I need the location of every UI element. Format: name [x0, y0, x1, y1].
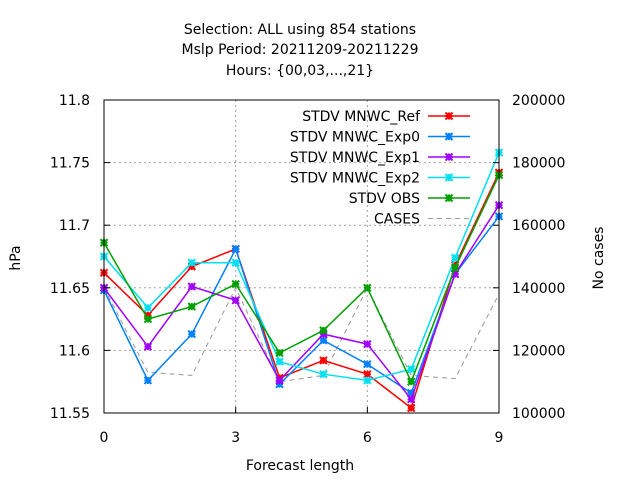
series-1-point-1	[143, 376, 153, 385]
series-line-4	[103, 174, 500, 384]
y2-tick-label-3: 160000	[512, 218, 565, 234]
y-axis-ticks: 11.55 11.6 11.65 11.7 11.75 11.8	[50, 93, 110, 422]
series-line-3	[103, 152, 500, 382]
series-3-point-4	[275, 357, 284, 366]
y2-axis-label: No cases	[591, 227, 607, 290]
title-line-2: Mslp Period: 20211209-20211229	[182, 42, 419, 58]
plot-frame	[103, 99, 500, 414]
series-1-point-2	[187, 329, 196, 339]
series-4-point-8	[450, 263, 460, 272]
series-3-point-2	[187, 258, 196, 267]
title-line-1: Selection: ALL using 854 stations	[184, 22, 416, 38]
legend-marker-1	[444, 132, 454, 141]
series-2-point-1	[143, 342, 153, 351]
x-tick-label-1: 3	[231, 430, 240, 446]
series-0-point-6	[363, 369, 372, 379]
y2-tick-label-1: 120000	[512, 343, 565, 359]
series-4-point-2	[187, 302, 196, 311]
y2-tick-label-2: 140000	[512, 281, 565, 297]
series-0-point-5	[319, 356, 328, 365]
series-2-point-4	[275, 376, 284, 385]
y-tick-label-4: 11.75	[50, 156, 90, 172]
series-layer	[99, 148, 504, 413]
series-2-point-6	[363, 339, 372, 349]
series-4	[99, 170, 504, 386]
x-tick-label-3: 9	[495, 430, 504, 446]
legend-label-0: STDV MNWC_Ref	[302, 109, 421, 125]
legend-marker-2	[444, 152, 454, 162]
series-line-2	[103, 204, 500, 401]
series-3-point-1	[143, 303, 153, 313]
series-1-point-6	[363, 359, 372, 369]
x-tick-label-0: 0	[100, 430, 109, 446]
x-axis-ticks: 0 3 6 9	[100, 407, 504, 446]
series-3-point-6	[363, 376, 372, 385]
legend-label-4: STDV OBS	[349, 191, 420, 207]
series-2-point-7	[407, 395, 416, 404]
title-line-3: Hours: {00,03,...,21}	[226, 63, 374, 79]
legend-marker-4	[444, 193, 454, 203]
y-axis-label: hPa	[8, 245, 24, 270]
series-2-point-2	[187, 282, 196, 291]
series-4-point-6	[363, 283, 372, 293]
series-3-point-8	[450, 253, 460, 262]
series-3-point-7	[407, 364, 416, 374]
y2-tick-label-0: 100000	[512, 406, 565, 422]
series-0-point-7	[407, 403, 416, 413]
y-tick-label-2: 11.65	[50, 281, 90, 297]
x-tick-label-2: 6	[363, 430, 372, 446]
series-3-point-3	[231, 258, 240, 267]
y2-axis-ticks: 100000 120000 140000 160000 180000 200000	[493, 93, 565, 422]
series-line-5	[103, 286, 500, 383]
series-3	[99, 148, 504, 385]
series-line-1	[103, 215, 500, 395]
series-line-0	[103, 172, 500, 410]
legend-marker-0	[444, 111, 454, 121]
y2-tick-label-5: 200000	[512, 93, 565, 109]
series-1-point-3	[231, 244, 240, 254]
series-4-point-7	[407, 377, 416, 386]
legend-label-2: STDV MNWC_Exp1	[290, 150, 420, 166]
series-4-point-3	[231, 279, 240, 289]
series-4-point-1	[143, 314, 153, 324]
series-4-point-5	[319, 326, 328, 335]
series-5	[103, 286, 500, 383]
x-axis-label: Forecast length	[246, 458, 354, 474]
legend-label-5: CASES	[374, 212, 420, 228]
y-tick-label-1: 11.6	[59, 343, 90, 359]
y-tick-label-5: 11.8	[59, 93, 90, 109]
series-2-point-3	[231, 296, 240, 305]
y2-tick-label-4: 180000	[512, 156, 565, 172]
legend-label-3: STDV MNWC_Exp2	[290, 171, 420, 187]
chart-title: Selection: ALL using 854 stations Mslp P…	[182, 22, 419, 79]
series-4-point-4	[275, 348, 284, 358]
legend-marker-3	[444, 173, 454, 182]
y-tick-label-3: 11.7	[59, 218, 90, 234]
grid	[104, 100, 499, 413]
legend-label-1: STDV MNWC_Exp0	[290, 130, 420, 146]
y-tick-label-0: 11.55	[50, 406, 90, 422]
legend: STDV MNWC_Ref STDV MNWC_Exp0 STDV MNWC_Exp…	[290, 109, 470, 228]
series-3-point-5	[319, 369, 328, 379]
series-1-point-5	[319, 336, 328, 345]
